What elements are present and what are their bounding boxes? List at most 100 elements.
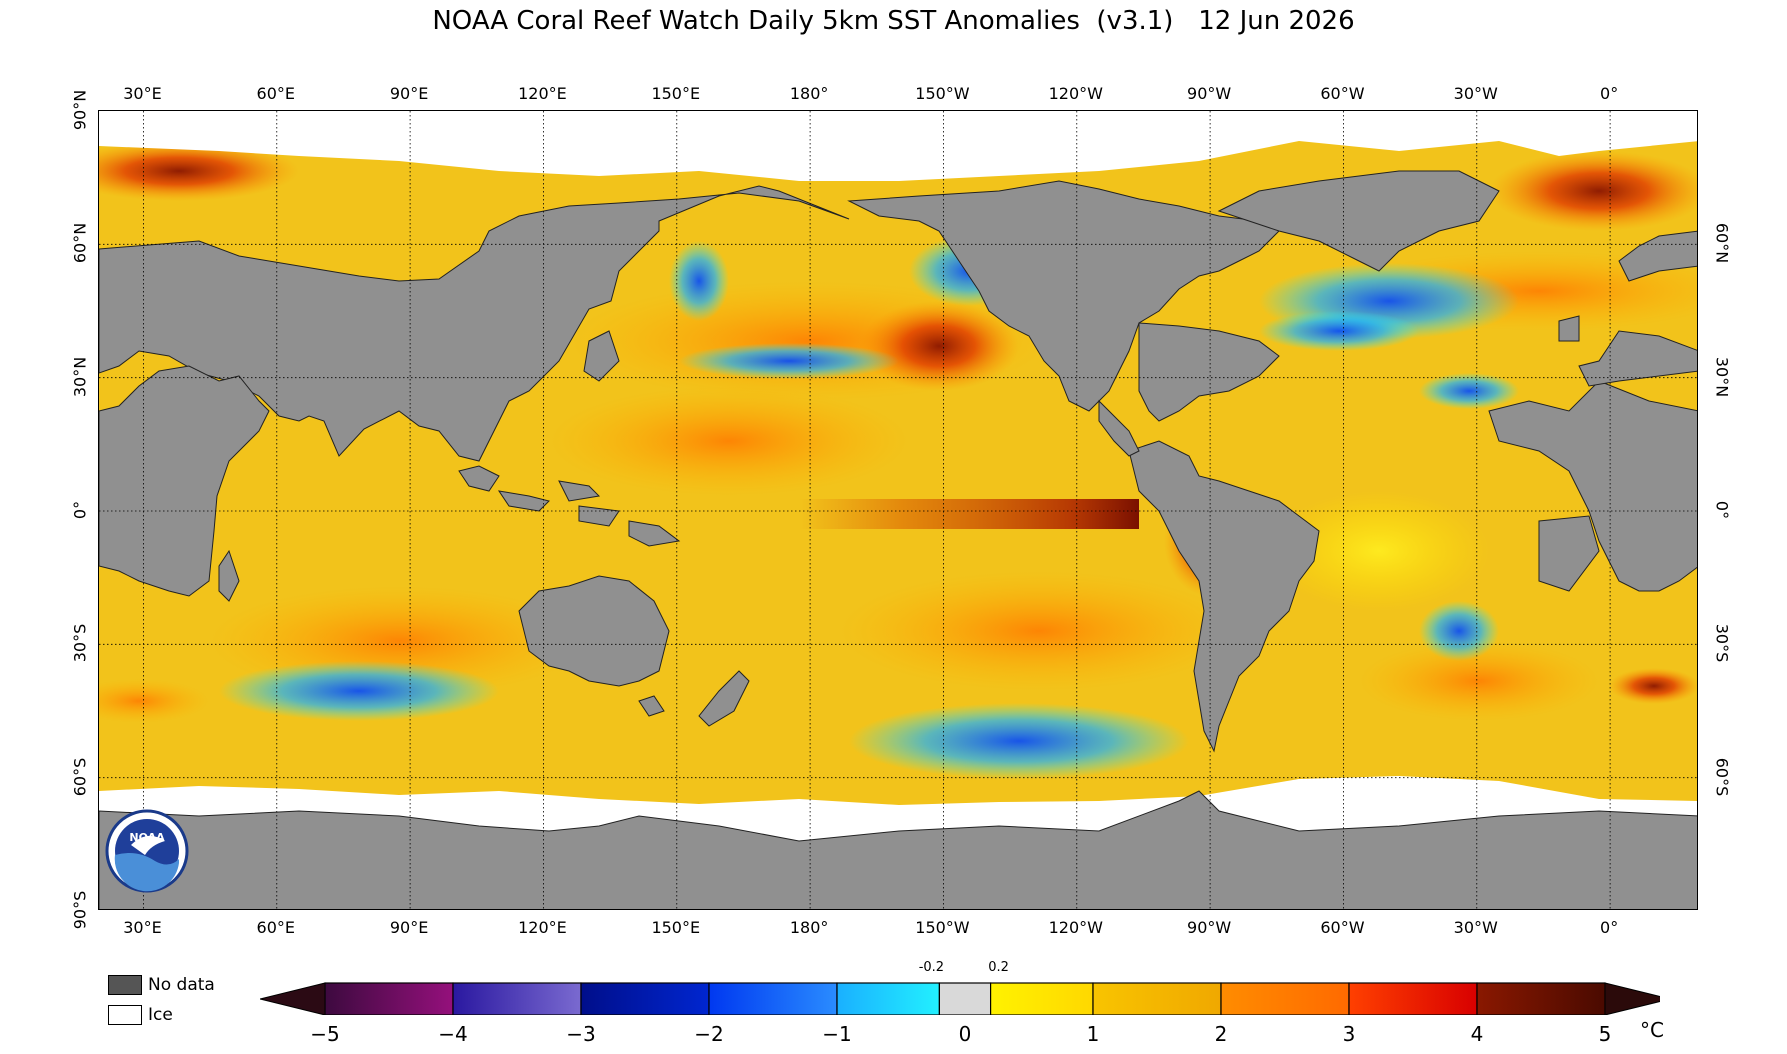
colorbar-bin — [1476, 982, 1606, 1015]
right-latitude-label: 60°S — [1712, 757, 1732, 796]
south-atlantic-cool — [1419, 601, 1499, 661]
eurasia — [99, 185, 850, 462]
no-data-swatch — [108, 975, 142, 995]
south-america — [1128, 440, 1320, 753]
colorbar-bin — [324, 982, 454, 1015]
west-africa-coast — [1538, 515, 1600, 592]
colorbar-unit: °C — [1640, 1018, 1664, 1042]
colorbar-under-arrow — [260, 982, 326, 1015]
south-atlantic-warm — [1359, 641, 1599, 721]
tasmania — [638, 695, 665, 717]
bottom-longitude-label: 150°E — [651, 918, 701, 937]
left-latitude-label: 60°S — [70, 757, 90, 796]
colorbar-bin — [836, 982, 941, 1015]
barents-sea-hotspot — [99, 141, 299, 201]
colorbar-tick-label: 3 — [1342, 1022, 1356, 1046]
right-latitude-label: 60°N — [1712, 223, 1732, 264]
left-latitude-label: 90°N — [70, 89, 90, 131]
south-pacific-warm-region — [839, 571, 1239, 691]
north-pacific-hotspot — [859, 301, 1019, 391]
maritime-continent-islands — [458, 465, 681, 547]
agulhas-warm — [99, 679, 209, 723]
africa — [99, 365, 270, 597]
graticule — [99, 111, 1697, 909]
top-longitude-label: 30°E — [123, 84, 162, 103]
colorbar-bin — [580, 982, 710, 1015]
top-longitude-label: 0° — [1600, 84, 1619, 103]
colorbar-tick-label: 4 — [1470, 1022, 1484, 1046]
top-longitude-label: 60°W — [1320, 84, 1365, 103]
land-masses — [99, 170, 1697, 909]
colorbar-tick-label: 5 — [1598, 1022, 1612, 1046]
colorbar-tick-label: −2 — [694, 1022, 724, 1046]
logo-bird-icon — [131, 835, 165, 855]
bottom-longitude-label: 120°W — [1048, 918, 1103, 937]
bottom-longitude-label: 90°W — [1187, 918, 1232, 937]
eastern-north-america — [1138, 322, 1280, 422]
right-latitude-label: 30°N — [1712, 356, 1732, 397]
top-longitude-label: 150°W — [915, 84, 970, 103]
logo-text: NOAA — [129, 831, 165, 844]
right-latitude-label: 30°S — [1712, 624, 1732, 663]
equatorial-warm-band — [799, 499, 1139, 529]
greenland — [1217, 170, 1500, 272]
nordic-seas-hotspot — [1489, 151, 1697, 231]
british-isles — [1558, 315, 1580, 342]
atlantic-yellow — [1269, 491, 1489, 611]
arctic-ice — [99, 111, 1697, 181]
scandinavia — [1618, 230, 1697, 282]
left-latitude-label: 30°N — [70, 356, 90, 397]
australia — [518, 575, 670, 687]
western-pacific-warm — [549, 386, 909, 496]
bottom-longitude-label: 150°W — [915, 918, 970, 937]
colorbar-bin — [1348, 982, 1478, 1015]
colorbar-bin — [938, 982, 992, 1015]
noaa-logo: NOAA — [105, 809, 189, 893]
bottom-longitude-label: 90°E — [389, 918, 429, 937]
sea-of-okhotsk-cool — [669, 241, 729, 321]
bottom-longitude-label: 30°E — [123, 918, 162, 937]
colorbar-tick-label: 1 — [1086, 1022, 1100, 1046]
bottom-longitude-label: 60°W — [1320, 918, 1365, 937]
kuroshio-cool-streak — [679, 343, 899, 379]
bottom-longitude-label: 30°W — [1453, 918, 1498, 937]
ocean-anomaly-patches — [99, 141, 1697, 779]
colorbar-tick-label: −4 — [438, 1022, 468, 1046]
left-latitude-label: 30°S — [70, 624, 90, 663]
bottom-longitude-label: 180° — [789, 918, 829, 937]
colorbar-bin — [989, 982, 1094, 1015]
left-latitude-label: 90°S — [70, 890, 90, 930]
top-longitude-label: 90°E — [389, 84, 429, 103]
colorbar-minor-label: 0.2 — [988, 960, 1009, 975]
antarctica — [99, 790, 1697, 909]
colorbar-scale — [260, 982, 1660, 1015]
top-longitude-label: 60°E — [256, 84, 295, 103]
top-longitude-label: 120°W — [1048, 84, 1103, 103]
colorbar-bin — [452, 982, 582, 1015]
colorbar-over-arrow — [1604, 982, 1660, 1015]
west-africa — [1488, 380, 1697, 592]
top-longitude-label: 90°W — [1187, 84, 1232, 103]
colorbar-bin — [1220, 982, 1350, 1015]
logo-wave — [114, 853, 179, 892]
left-latitude-label: 0° — [70, 500, 90, 520]
bottom-longitude-label: 60°E — [256, 918, 295, 937]
south-indian-cool-eddies — [219, 661, 499, 721]
left-latitude-label: 60°N — [70, 223, 90, 264]
top-longitude-label: 30°W — [1453, 84, 1498, 103]
western-europe — [1578, 330, 1697, 387]
top-longitude-label: 150°E — [651, 84, 701, 103]
central-america — [1098, 399, 1140, 457]
top-longitude-label: 120°E — [518, 84, 567, 103]
colorbar-tick-label: −5 — [310, 1022, 340, 1046]
colorbar-bin — [1092, 982, 1222, 1015]
bottom-longitude-label: 120°E — [518, 918, 567, 937]
japan — [583, 330, 620, 382]
gulf-stream-cool — [1259, 311, 1419, 351]
no-data-label: No data — [148, 975, 215, 995]
sst-anomaly-map: NOAA — [98, 110, 1698, 910]
ice-swatch — [108, 1005, 142, 1025]
colorbar-minor-label: -0.2 — [918, 960, 945, 975]
mid-atlantic-cool — [1419, 373, 1519, 409]
colorbar-bin — [708, 982, 838, 1015]
